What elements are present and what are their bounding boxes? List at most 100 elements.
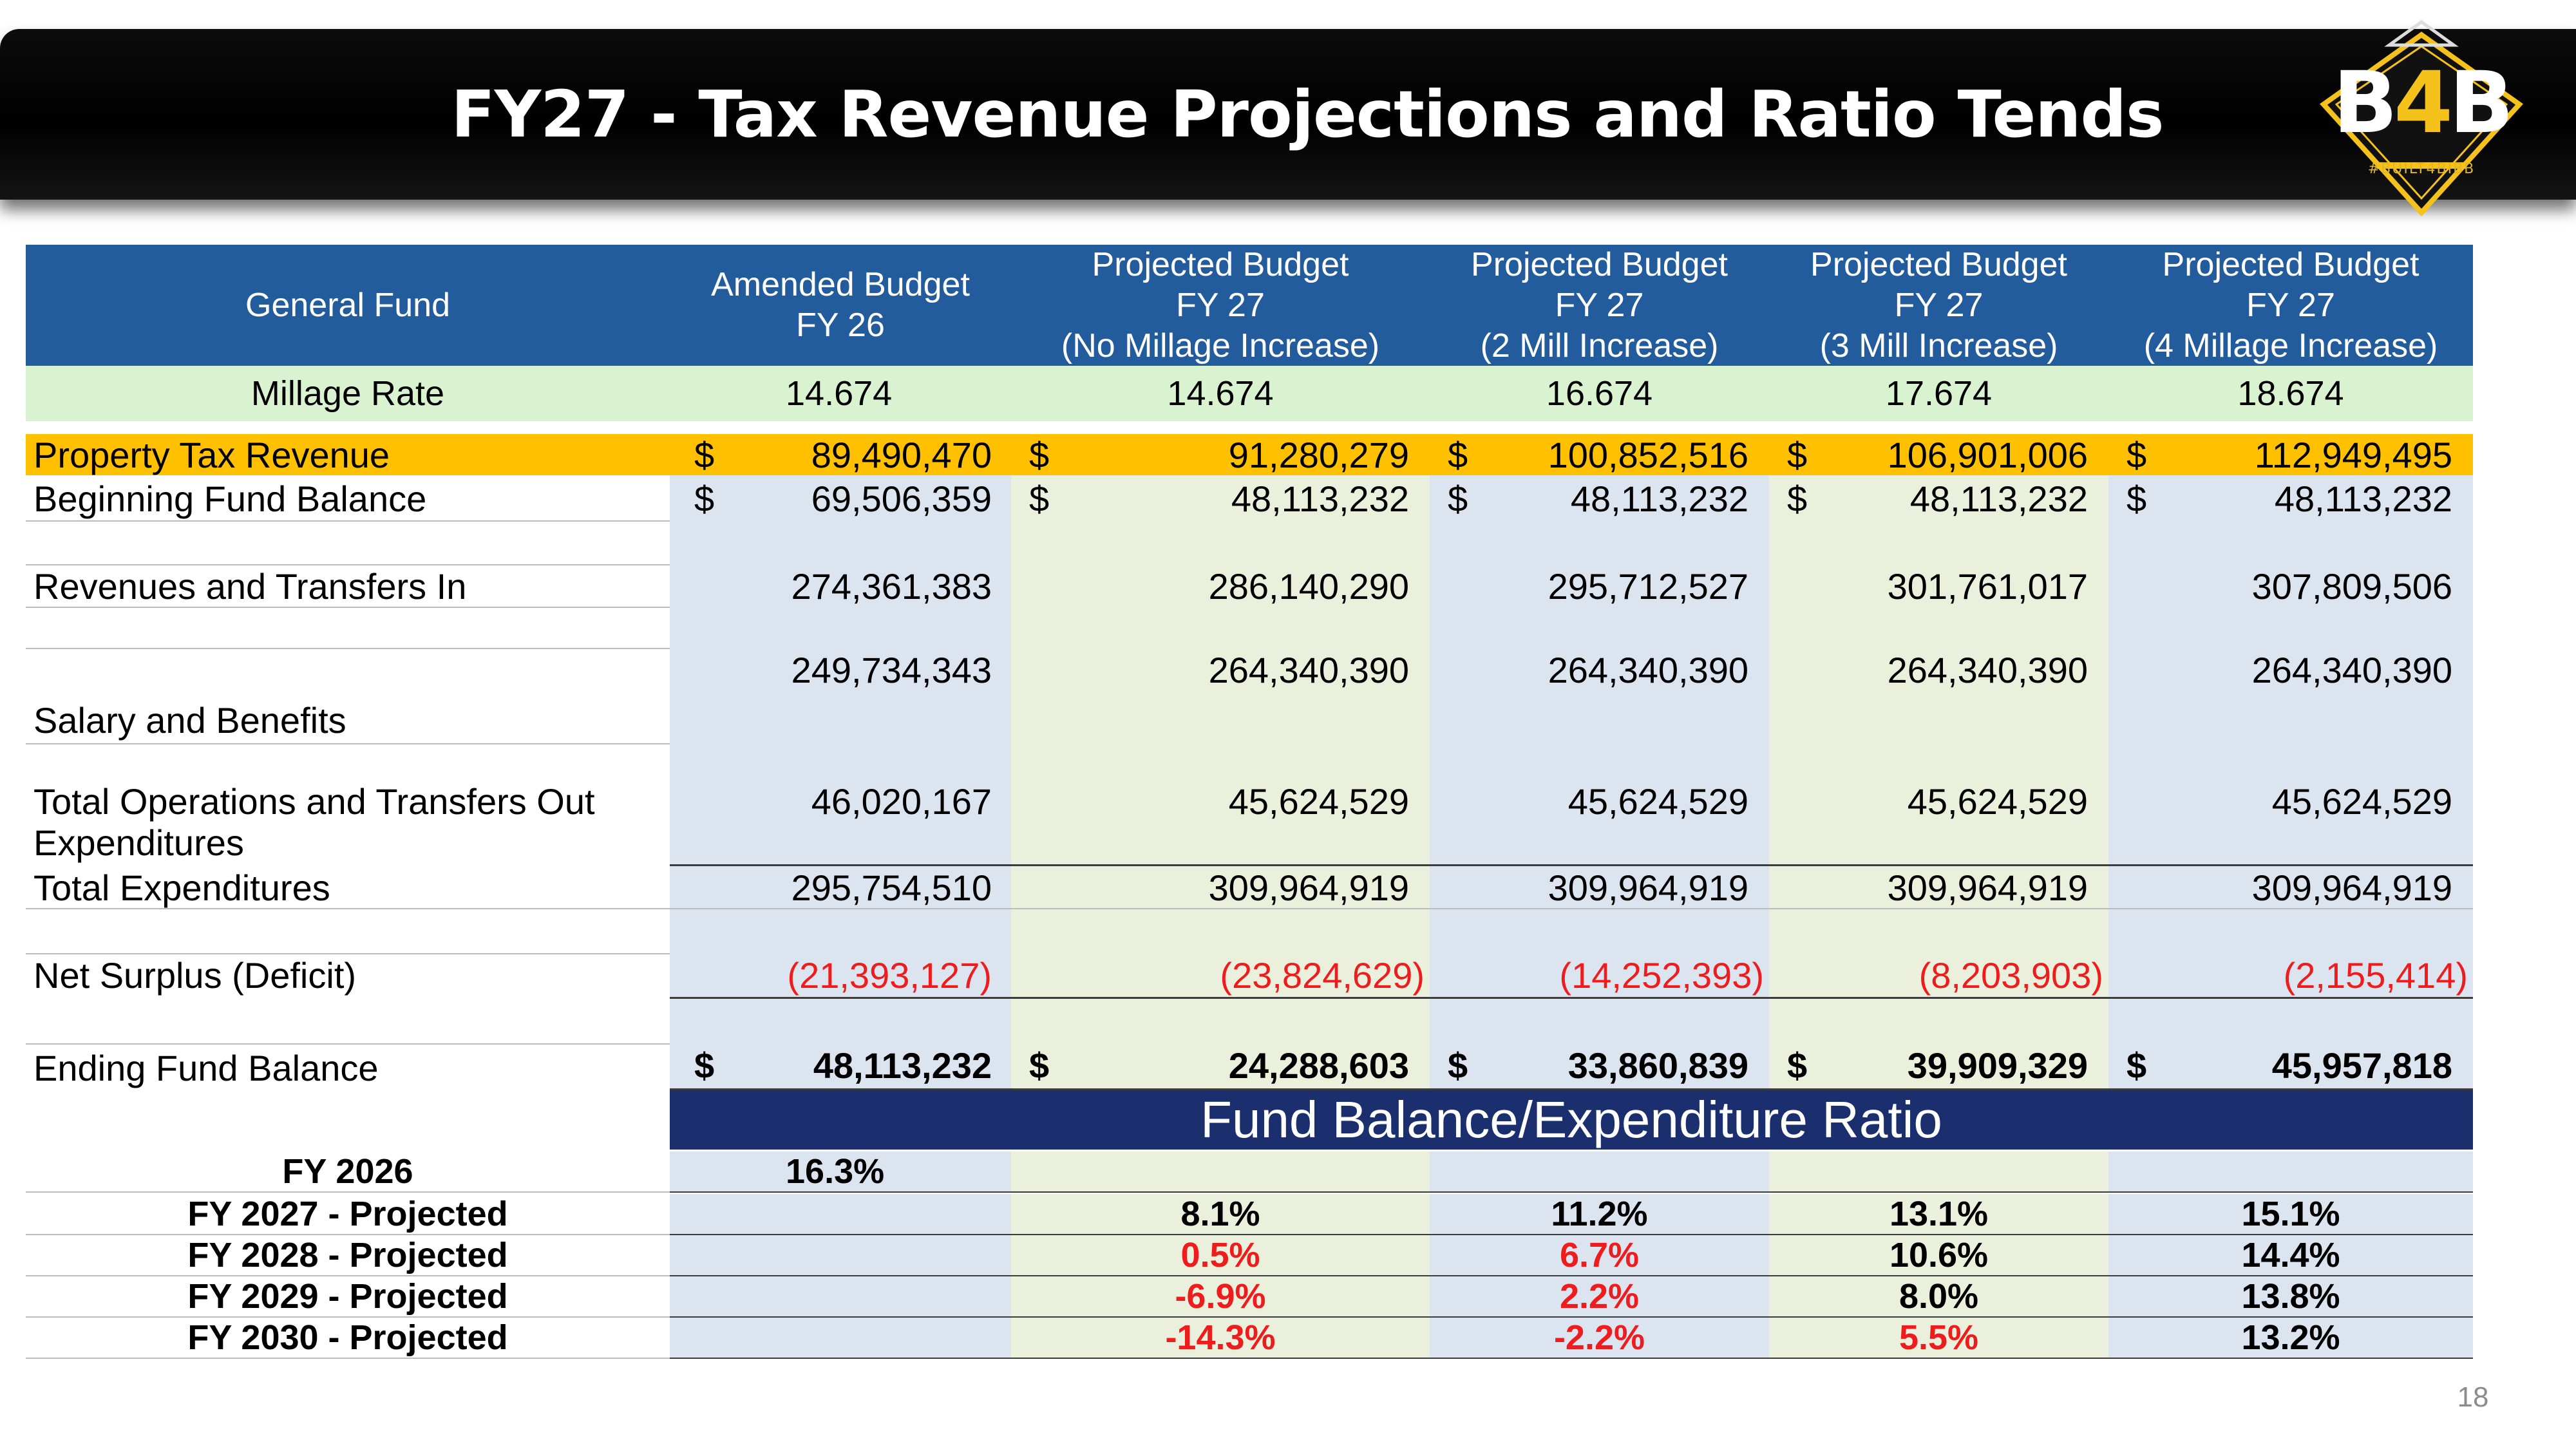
property-tax-value: 100,852,516 bbox=[1548, 435, 1748, 475]
millage-value: 17.674 bbox=[1769, 366, 2108, 421]
revenues-value: 301,761,017 bbox=[1887, 566, 2088, 607]
currency-symbol: $ bbox=[2126, 1045, 2147, 1086]
ratio-value: 13.2% bbox=[2108, 1318, 2473, 1358]
ratio-value: 14.4% bbox=[2108, 1235, 2473, 1275]
header-general-fund: General Fund bbox=[26, 245, 670, 366]
salary-value: 264,340,390 bbox=[1548, 650, 1748, 690]
revenues-label: Revenues and Transfers In bbox=[33, 566, 467, 607]
operations-value: 45,624,529 bbox=[1228, 781, 1409, 822]
millage-value: 16.674 bbox=[1430, 366, 1769, 421]
ending-balance-value: 33,860,839 bbox=[1567, 1045, 1748, 1086]
currency-symbol: $ bbox=[1787, 478, 1808, 519]
property-tax-value: 106,901,006 bbox=[1887, 435, 2088, 475]
ratio-value bbox=[670, 1235, 1011, 1275]
ratio-value bbox=[1011, 1151, 1430, 1191]
ratio-value: 2.2% bbox=[1430, 1276, 1769, 1316]
ending-balance-value: 48,113,232 bbox=[813, 1045, 992, 1086]
net-surplus-value: (23,824,629) bbox=[1220, 955, 1425, 996]
ratio-value bbox=[1430, 1151, 1769, 1191]
ratio-banner: Fund Balance/Expenditure Ratio bbox=[670, 1090, 2473, 1150]
revenues-value: 307,809,506 bbox=[2251, 566, 2452, 607]
header-amended-fy26: Amended Budget FY 26 bbox=[670, 245, 1011, 366]
ratio-value: 8.0% bbox=[1769, 1276, 2108, 1316]
ending-balance-label: Ending Fund Balance bbox=[33, 1048, 379, 1088]
ratio-year-label: FY 2028 - Projected bbox=[187, 1236, 508, 1274]
beginning-balance-label: Beginning Fund Balance bbox=[33, 478, 427, 519]
ratio-row: FY 2029 - Projected -6.9% 2.2% 8.0% 13.8% bbox=[26, 1276, 2473, 1316]
slide-title: FY27 - Tax Revenue Projections and Ratio… bbox=[451, 77, 2164, 152]
ratio-year-label: FY 2026 bbox=[282, 1152, 413, 1191]
logo-tagline: #BUILT4BIBB bbox=[2367, 161, 2476, 177]
total-expenditures-value: 309,964,919 bbox=[1887, 867, 2088, 908]
ratio-value: 6.7% bbox=[1430, 1235, 1769, 1275]
currency-symbol: $ bbox=[694, 1045, 715, 1086]
beginning-balance-value: 48,113,232 bbox=[1909, 478, 2088, 519]
b4b-logo bbox=[2320, 19, 2523, 216]
beginning-balance-row: Beginning Fund Balance $69,506,359 $48,1… bbox=[26, 478, 2473, 519]
currency-symbol: $ bbox=[694, 435, 715, 475]
millage-value: 14.674 bbox=[1011, 366, 1430, 421]
total-expenditures-value: 309,964,919 bbox=[1548, 867, 1748, 908]
ending-balance-value: 45,957,818 bbox=[2271, 1045, 2452, 1086]
page-number: 18 bbox=[2457, 1381, 2489, 1413]
ratio-value: -14.3% bbox=[1011, 1318, 1430, 1358]
revenues-value: 274,361,383 bbox=[791, 566, 992, 607]
currency-symbol: $ bbox=[2126, 435, 2147, 475]
ratio-value: 8.1% bbox=[1011, 1194, 1430, 1234]
currency-symbol: $ bbox=[1448, 435, 1468, 475]
net-surplus-value: (8,203,903) bbox=[1918, 955, 2103, 996]
ending-balance-value: 24,288,603 bbox=[1228, 1045, 1409, 1086]
operations-label-line2: Expenditures bbox=[33, 822, 244, 863]
operations-value: 45,624,529 bbox=[1567, 781, 1748, 822]
operations-value: 46,020,167 bbox=[811, 781, 992, 822]
table-body bbox=[26, 475, 2473, 1126]
ratio-value: -2.2% bbox=[1430, 1318, 1769, 1358]
net-surplus-row: Net Surplus (Deficit) (21,393,127) (23,8… bbox=[26, 954, 2473, 997]
salary-value: 264,340,390 bbox=[1887, 650, 2088, 690]
millage-label: Millage Rate bbox=[26, 366, 670, 421]
ratio-year-label: FY 2030 - Projected bbox=[187, 1318, 508, 1357]
operations-row: Total Operations and Transfers Out Expen… bbox=[26, 781, 2473, 864]
property-tax-value: 112,949,495 bbox=[2254, 435, 2452, 475]
currency-symbol: $ bbox=[1787, 1045, 1808, 1086]
salary-value: 249,734,343 bbox=[791, 650, 992, 690]
salary-row: Salary and Benefits 249,734,343 264,340,… bbox=[26, 649, 2473, 743]
logo-lettering: B4B bbox=[2333, 53, 2514, 153]
title-banner: FY27 - Tax Revenue Projections and Ratio… bbox=[0, 29, 2576, 200]
millage-value: 18.674 bbox=[2108, 366, 2473, 421]
ratio-value bbox=[1769, 1151, 2108, 1191]
currency-symbol: $ bbox=[1029, 435, 1050, 475]
currency-symbol: $ bbox=[2126, 478, 2147, 519]
property-tax-value: 89,490,470 bbox=[811, 435, 992, 475]
net-surplus-value: (21,393,127) bbox=[787, 955, 992, 996]
ratio-row: FY 2028 - Projected 0.5% 6.7% 10.6% 14.4% bbox=[26, 1235, 2473, 1275]
ratio-value bbox=[670, 1194, 1011, 1234]
operations-label-line1: Total Operations and Transfers Out bbox=[33, 781, 595, 822]
table-header-row: General Fund Amended Budget FY 26 Projec… bbox=[26, 245, 2473, 366]
header-fy27-4-mill: Projected Budget FY 27 (4 Millage Increa… bbox=[2108, 245, 2473, 366]
ratio-value: 13.8% bbox=[2108, 1276, 2473, 1316]
ratio-row: FY 2026 16.3% bbox=[26, 1151, 2473, 1191]
header-fy27-no-increase: Projected Budget FY 27 (No Millage Incre… bbox=[1011, 245, 1430, 366]
ratio-value: 11.2% bbox=[1430, 1194, 1769, 1234]
ratio-year-label: FY 2027 - Projected bbox=[187, 1195, 508, 1233]
ratio-value: 16.3% bbox=[670, 1151, 1011, 1191]
header-fy27-3-mill: Projected Budget FY 27 (3 Mill Increase) bbox=[1769, 245, 2108, 366]
salary-value: 264,340,390 bbox=[2251, 650, 2452, 690]
property-tax-label: Property Tax Revenue bbox=[33, 435, 390, 475]
currency-symbol: $ bbox=[1448, 1045, 1468, 1086]
header-fy27-2-mill: Projected Budget FY 27 (2 Mill Increase) bbox=[1430, 245, 1769, 366]
revenues-value: 286,140,290 bbox=[1208, 566, 1409, 607]
millage-value: 14.674 bbox=[670, 366, 1011, 421]
ratio-value: 5.5% bbox=[1769, 1318, 2108, 1358]
ratio-value bbox=[2108, 1151, 2473, 1191]
ending-balance-value: 39,909,329 bbox=[1907, 1045, 2088, 1086]
ratio-value bbox=[670, 1276, 1011, 1316]
beginning-balance-value: 69,506,359 bbox=[811, 478, 992, 519]
currency-symbol: $ bbox=[1448, 478, 1468, 519]
property-tax-row: Property Tax Revenue $89,490,470 $91,280… bbox=[26, 434, 2473, 475]
ratio-year-label: FY 2029 - Projected bbox=[187, 1277, 508, 1316]
total-expenditures-value: 309,964,919 bbox=[2251, 867, 2452, 908]
beginning-balance-value: 48,113,232 bbox=[2274, 478, 2452, 519]
net-surplus-value: (14,252,393) bbox=[1559, 955, 1764, 996]
